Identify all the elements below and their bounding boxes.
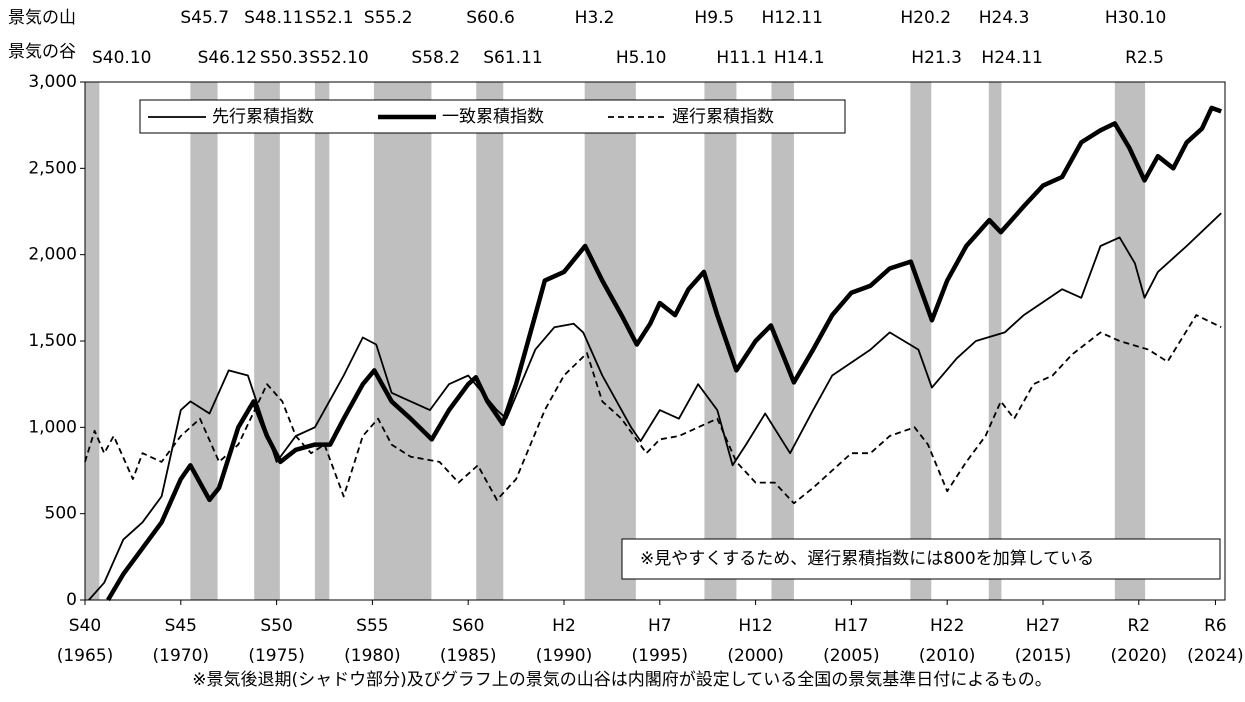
x-tick-label: S40: [69, 616, 101, 636]
trough-label: H5.10: [616, 48, 667, 68]
series-line: [84, 314, 1222, 505]
peak-label: H24.3: [979, 8, 1030, 28]
x-tick-year: (1985): [440, 646, 497, 666]
peak-label: S52.1: [305, 8, 354, 28]
trough-label: R2.5: [1125, 48, 1164, 68]
legend-label: 一致累積指数: [442, 107, 544, 127]
peak-label: H3.2: [575, 8, 615, 28]
x-tick-label: H2: [552, 616, 576, 636]
annotation: ※見やすくするため、遅行累積指数には800を加算している: [640, 549, 1094, 569]
recession-shade: [910, 82, 932, 600]
peak-label: H20.2: [900, 8, 951, 28]
annotation-box: [621, 538, 1221, 580]
y-tick-label: 500: [45, 504, 77, 524]
recession-shade: [584, 82, 636, 600]
recession-shade: [254, 82, 280, 600]
trough-label: S50.3: [260, 48, 309, 68]
peak-label: S60.6: [466, 8, 515, 28]
recession-shade: [771, 82, 794, 600]
x-tick-year: (2020): [1111, 646, 1168, 666]
legend-label: 先行累積指数: [212, 107, 314, 127]
x-tick-label: S50: [260, 616, 292, 636]
x-tick-label: H17: [834, 616, 868, 636]
recession-shade: [988, 82, 1002, 600]
series-line: [88, 212, 1222, 601]
x-tick-year: (1970): [153, 646, 210, 666]
x-tick-label: S55: [356, 616, 388, 636]
peak-label: S48.11: [244, 8, 303, 28]
peak-label: S55.2: [364, 8, 413, 28]
y-tick-label: 2,500: [28, 158, 77, 178]
x-tick-label: S60: [452, 616, 484, 636]
x-tick-label: R6: [1204, 616, 1227, 636]
y-tick-label: 1,500: [28, 331, 77, 351]
x-tick-year: (2024): [1187, 646, 1244, 666]
x-tick-year: (2010): [919, 646, 976, 666]
peak-label: H30.10: [1105, 8, 1166, 28]
y-tick-label: 3,000: [28, 72, 77, 92]
x-tick-year: (2015): [1015, 646, 1072, 666]
legend-label: 遅行累積指数: [672, 107, 774, 127]
recession-shade: [190, 82, 218, 600]
recession-shade: [314, 82, 330, 600]
y-tick-label: 1,000: [28, 417, 77, 437]
x-tick-label: H27: [1026, 616, 1060, 636]
recession-shade: [704, 82, 737, 600]
series-line: [106, 105, 1222, 602]
peak-row-title: 景気の山: [8, 8, 76, 28]
trough-label: S40.10: [92, 48, 151, 68]
recession-shade: [85, 82, 100, 600]
legend-box: [139, 99, 846, 134]
x-tick-year: (1995): [632, 646, 689, 666]
peak-label: S45.7: [180, 8, 229, 28]
trough-label: S61.11: [483, 48, 542, 68]
x-tick-year: (1975): [248, 646, 305, 666]
y-tick-label: 2,000: [28, 245, 77, 265]
trough-label: H21.3: [911, 48, 962, 68]
x-tick-label: R2: [1127, 616, 1150, 636]
x-tick-label: S45: [165, 616, 197, 636]
recession-shade: [373, 82, 432, 600]
x-tick-label: H22: [930, 616, 964, 636]
x-tick-label: H12: [738, 616, 772, 636]
recession-shade: [476, 82, 504, 600]
x-tick-year: (2005): [823, 646, 880, 666]
x-tick-year: (1990): [536, 646, 593, 666]
x-tick-label: H7: [648, 616, 672, 636]
peak-label: H12.11: [761, 8, 822, 28]
trough-label: H11.1: [716, 48, 767, 68]
footnote: ※景気後退期(シャドウ部分)及びグラフ上の景気の山谷は内閣府が設定している全国の…: [192, 670, 1052, 690]
trough-label: S46.12: [198, 48, 257, 68]
trough-label: H14.1: [774, 48, 825, 68]
trough-row-title: 景気の谷: [8, 42, 76, 62]
trough-label: H24.11: [981, 48, 1042, 68]
x-tick-year: (2000): [727, 646, 784, 666]
trough-label: S52.10: [309, 48, 368, 68]
x-tick-year: (1965): [57, 646, 114, 666]
x-tick-year: (1980): [344, 646, 401, 666]
peak-label: H9.5: [694, 8, 734, 28]
trough-label: S58.2: [411, 48, 460, 68]
y-tick-label: 0: [66, 590, 77, 610]
